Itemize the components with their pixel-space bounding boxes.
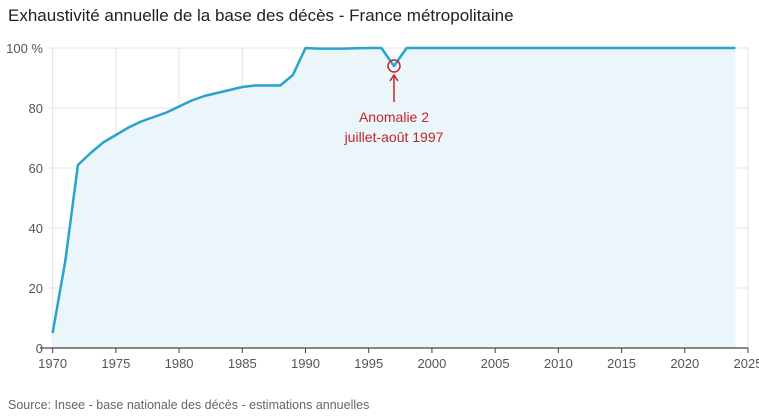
chart-source: Source: Insee - base nationale des décès… <box>8 398 370 412</box>
x-tick-label-2005: 2005 <box>481 356 510 371</box>
x-tick-label-2000: 2000 <box>417 356 446 371</box>
area-fill <box>52 48 736 348</box>
y-tick-label-80: 80 <box>29 101 43 116</box>
x-axis-ticks: 1970 1975 1980 1985 1990 1995 2000 2005 2010 2015… <box>38 348 759 371</box>
chart-title: Exhaustivité annuelle de la base des déc… <box>8 6 514 25</box>
x-tick-label-1975: 1975 <box>101 356 130 371</box>
annotation-label-line-2: juillet-août 1997 <box>344 129 444 145</box>
series-line <box>51 46 736 334</box>
y-tick-label-0: 0 <box>36 341 43 356</box>
x-tick-label-1980: 1980 <box>165 356 194 371</box>
x-tick-label-1970: 1970 <box>38 356 67 371</box>
y-tick-label-100: 100 % <box>6 41 43 56</box>
annotation-label-line-1: Anomalie 2 <box>359 109 429 125</box>
x-tick-label-2020: 2020 <box>670 356 699 371</box>
x-tick-label-1995: 1995 <box>354 356 383 371</box>
x-tick-label-2015: 2015 <box>607 356 636 371</box>
y-tick-label-20: 20 <box>29 281 43 296</box>
annotation: Anomalie 2 juillet-août 1997 <box>344 59 444 145</box>
x-tick-label-2010: 2010 <box>544 356 573 371</box>
x-tick-label-2025: 2025 <box>734 356 759 371</box>
y-tick-label-60: 60 <box>29 161 43 176</box>
x-tick-label-1985: 1985 <box>228 356 257 371</box>
annotation-circle <box>387 59 401 73</box>
x-tick-label-1990: 1990 <box>291 356 320 371</box>
y-tick-label-40: 40 <box>29 221 43 236</box>
annotation-arrow-head <box>389 73 399 82</box>
y-axis-ticks: 0 20 40 60 80 100 % <box>6 41 43 356</box>
